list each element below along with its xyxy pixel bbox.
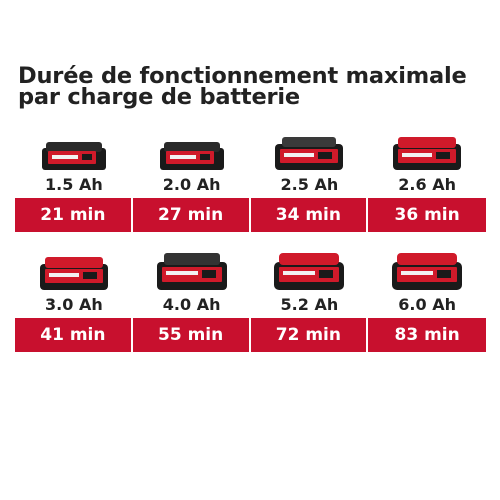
- battery-plus-icon: [39, 257, 108, 290]
- capacity-label: 5.2 Ah: [280, 295, 339, 314]
- battery-cell: 6.0 Ah: [368, 250, 486, 318]
- runtime-value: 21 min: [15, 198, 133, 232]
- runtime-value: 72 min: [251, 318, 369, 352]
- runtime-value: 27 min: [133, 198, 251, 232]
- runtime-value: 36 min: [394, 205, 460, 225]
- battery-cell: 1.5 Ah: [15, 130, 133, 198]
- battery-large-icon: [274, 253, 345, 290]
- runtime-value: 83 min: [394, 325, 460, 345]
- battery-plus-icon: [393, 137, 462, 170]
- runtime-bar: 41 min 55 min 72 min 83 min: [15, 318, 486, 352]
- capacity-label: 4.0 Ah: [162, 295, 221, 314]
- battery-cell: 3.0 Ah: [15, 250, 133, 318]
- battery-cell: 4.0 Ah: [133, 250, 251, 318]
- capacity-label: 6.0 Ah: [398, 295, 456, 314]
- runtime-value: 55 min: [133, 318, 251, 352]
- capacity-label: 3.0 Ah: [45, 295, 103, 314]
- battery-compact-icon: [41, 142, 106, 170]
- capacity-label: 2.5 Ah: [280, 175, 339, 194]
- battery-cell: 2.5 Ah: [251, 130, 369, 198]
- runtime-value: 34 min: [251, 198, 369, 232]
- capacity-label: 2.6 Ah: [398, 175, 456, 194]
- battery-cell: 2.0 Ah: [133, 130, 251, 198]
- battery-compact-icon: [159, 142, 224, 170]
- capacity-label: 1.5 Ah: [45, 175, 103, 194]
- battery-plus-icon: [275, 137, 344, 170]
- battery-cell: 5.2 Ah: [251, 250, 369, 318]
- runtime-value: 41 min: [15, 318, 133, 352]
- battery-row-2: 3.0 Ah 4.0 Ah: [15, 250, 486, 352]
- battery-cell: 2.6 Ah: [368, 130, 486, 198]
- runtime-bar: 21 min 27 min 34 min 36 min: [15, 198, 486, 232]
- page-title: Durée de fonctionnement maximale par cha…: [18, 63, 467, 110]
- battery-large-icon: [392, 253, 463, 290]
- battery-large-icon: [156, 253, 227, 290]
- capacity-label: 2.0 Ah: [162, 175, 221, 194]
- battery-row-1: 1.5 Ah 2.0 Ah: [15, 130, 486, 232]
